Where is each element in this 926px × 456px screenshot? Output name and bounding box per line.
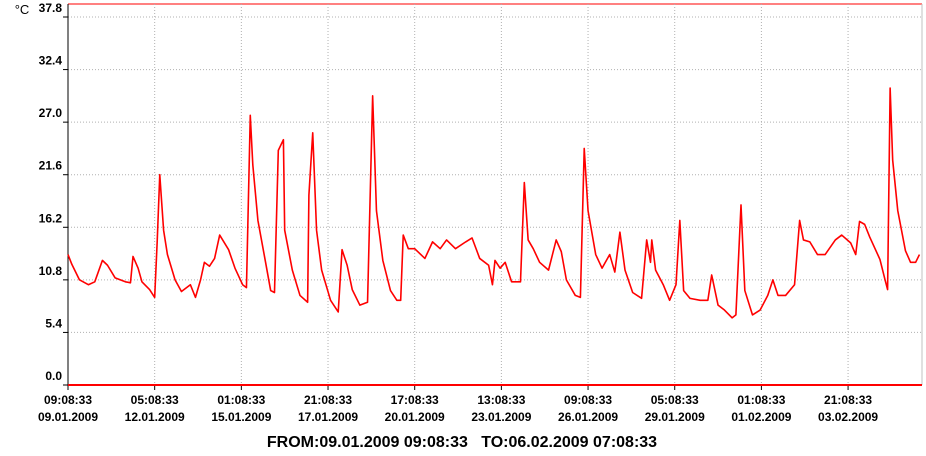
x-tick-label: 13:08:33 (477, 393, 525, 407)
x-tick-label: 26.01.2009 (558, 410, 618, 424)
x-tick-label: 23.01.2009 (471, 410, 531, 424)
data-line (67, 87, 921, 319)
x-tick-label: 01.02.2009 (731, 410, 791, 424)
y-tick-label: 32.4 (39, 54, 63, 68)
y-tick-label: 5.4 (45, 316, 62, 330)
x-tick-label: 20.01.2009 (385, 410, 445, 424)
x-tick-label: 09:08:33 (44, 393, 92, 407)
x-tick-label: 21:08:33 (824, 393, 872, 407)
chart-title: FROM:09.01.2009 09:08:33 TO:06.02.2009 0… (267, 434, 657, 451)
y-tick-label: 21.6 (39, 159, 63, 173)
y-tick-label: 37.8 (39, 1, 63, 15)
x-tick-label: 01:08:33 (217, 393, 265, 407)
x-tick-label: 21:08:33 (304, 393, 352, 407)
x-tick-label: 01:08:33 (737, 393, 785, 407)
y-axis-unit: °C (15, 2, 30, 17)
y-tick-label: 0.0 (45, 369, 62, 383)
x-tick-label: 09.01.2009 (38, 410, 98, 424)
x-tick-label: 09:08:33 (564, 393, 612, 407)
x-tick-label: 12.01.2009 (125, 410, 185, 424)
x-tick-label: 15.01.2009 (211, 410, 271, 424)
y-tick-label: 10.8 (39, 264, 63, 278)
x-tick-label: 17.01.2009 (298, 410, 358, 424)
x-tick-label: 29.01.2009 (645, 410, 705, 424)
x-tick-label: 17:08:33 (391, 393, 439, 407)
y-tick-label: 16.2 (39, 211, 63, 225)
y-tick-label: 27.0 (39, 106, 63, 120)
x-tick-label: 05:08:33 (651, 393, 699, 407)
x-tick-label: 03.02.2009 (818, 410, 878, 424)
x-tick-label: 05:08:33 (131, 393, 179, 407)
